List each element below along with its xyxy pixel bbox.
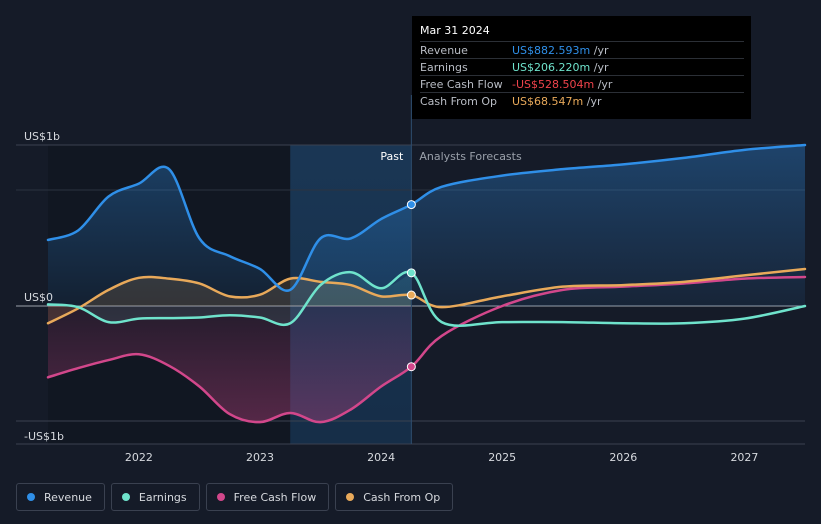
- x-tick-label: 2025: [488, 451, 516, 464]
- tooltip-value: US$206.220m /yr: [512, 61, 609, 74]
- tooltip-row-earnings: Earnings US$206.220m /yr: [420, 58, 744, 76]
- free-cash-flow-line: [46, 275, 807, 424]
- earnings-dot-icon: [121, 493, 130, 501]
- cash-from-op-area: [48, 276, 412, 324]
- x-tick-label: 2026: [609, 451, 637, 464]
- revenue-line: [46, 143, 807, 292]
- tooltip-date: Mar 31 2024: [420, 24, 490, 37]
- legend-item-earnings[interactable]: Earnings: [110, 483, 200, 511]
- tooltip-value: US$68.547m /yr: [512, 95, 602, 108]
- legend-label: Earnings: [138, 490, 187, 504]
- cash-from-op-line: [46, 267, 807, 325]
- forecast-label: Analysts Forecasts: [419, 150, 522, 163]
- tooltip-value: US$882.593m /yr: [512, 44, 609, 57]
- y-tick-label: US$0: [24, 291, 53, 304]
- legend-item-revenue[interactable]: Revenue: [16, 483, 105, 511]
- chart-legend: Revenue Earnings Free Cash Flow Cash Fro…: [16, 483, 454, 511]
- tooltip-label: Cash From Op: [420, 95, 498, 108]
- cash-from-op-point: [406, 290, 416, 300]
- tooltip-label: Earnings: [420, 61, 468, 74]
- legend-label: Revenue: [44, 490, 92, 504]
- x-tick-label: 2027: [730, 451, 758, 464]
- legend-item-cash-from-op[interactable]: Cash From Op: [335, 483, 454, 511]
- cash-from-op-dot-icon: [346, 493, 355, 501]
- free-cash-flow-point: [406, 362, 416, 372]
- y-tick-label: -US$1b: [24, 430, 64, 443]
- free-cash-flow-area: [48, 306, 412, 423]
- legend-item-free-cash-flow[interactable]: Free Cash Flow: [205, 483, 330, 511]
- x-tick-label: 2024: [367, 451, 395, 464]
- earnings-line: [46, 270, 807, 327]
- legend-label: Free Cash Flow: [233, 490, 317, 504]
- chart-tooltip: Mar 31 2024 Revenue US$882.593m /yr Earn…: [412, 16, 751, 119]
- revenue-dot-icon: [27, 493, 35, 501]
- legend-label: Cash From Op: [363, 490, 441, 504]
- earnings-point: [406, 268, 416, 278]
- y-tick-label: US$1b: [24, 130, 60, 143]
- revenue-area: [48, 145, 805, 306]
- x-tick-label: 2022: [125, 451, 153, 464]
- tooltip-label: Free Cash Flow: [420, 78, 503, 91]
- tooltip-row-free-cash-flow: Free Cash Flow -US$528.504m /yr: [420, 75, 744, 93]
- revenue-point: [406, 200, 416, 210]
- x-tick-label: 2023: [246, 451, 274, 464]
- tooltip-value: -US$528.504m /yr: [512, 78, 613, 91]
- tooltip-row-cash-from-op: Cash From Op US$68.547m /yr: [420, 92, 744, 110]
- tooltip-row-revenue: Revenue US$882.593m /yr: [420, 41, 744, 59]
- past-label: Past: [380, 150, 404, 163]
- free-cash-flow-dot-icon: [216, 493, 225, 501]
- tooltip-label: Revenue: [420, 44, 468, 57]
